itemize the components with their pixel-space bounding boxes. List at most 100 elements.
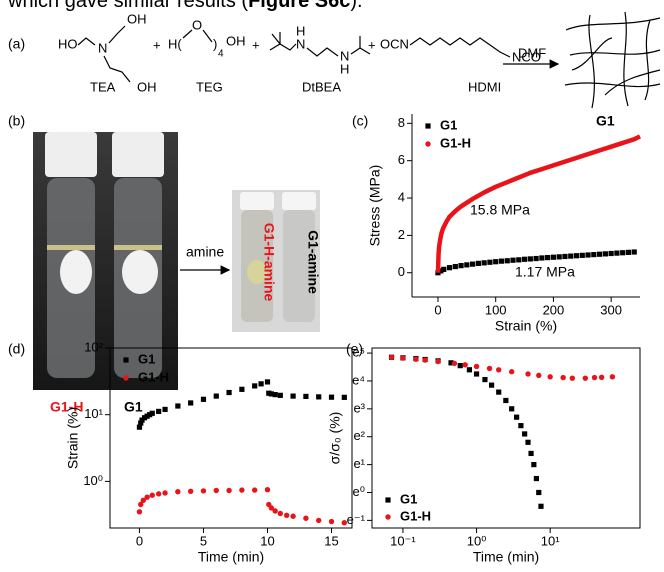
data-point (156, 491, 161, 496)
photo-left (33, 132, 178, 390)
data-point (273, 392, 278, 397)
data-point (462, 362, 467, 367)
product: G1 (596, 113, 615, 129)
data-point (188, 489, 193, 494)
data-point (518, 423, 523, 428)
data-point (156, 409, 161, 414)
data-point (592, 375, 597, 380)
data-point (284, 513, 289, 518)
bond (203, 30, 212, 42)
data-point (522, 257, 527, 262)
dtbea: N H N H DtBEA (270, 23, 370, 94)
y-tick-label: 10⁰ (83, 473, 103, 488)
data-point (458, 263, 463, 268)
data-point (413, 357, 418, 362)
data-point (470, 262, 475, 267)
data-point (290, 514, 295, 519)
bond (272, 34, 280, 44)
data-point (551, 255, 556, 260)
header-emph: Figure S6c (248, 0, 350, 12)
y-axis-title: Strain (%) (65, 407, 81, 469)
sample-label: G1-amine (305, 230, 321, 294)
data-point (278, 393, 283, 398)
data-point (467, 367, 472, 372)
sample-label: G1-H-amine (261, 223, 277, 302)
data-point (496, 390, 501, 395)
plus: + (368, 37, 376, 52)
y-axis-title: σ/σ₀ (%) (327, 412, 343, 465)
x-axis-title: Time (min) (473, 549, 539, 565)
x-axis-title: Time (min) (198, 549, 264, 565)
legend-label: G1-H (138, 369, 169, 384)
data-point (528, 451, 533, 456)
y-tick-label: 0 (398, 264, 405, 279)
data-point (447, 265, 452, 270)
data-point (489, 383, 494, 388)
data-point (620, 250, 625, 255)
y-tick-label: 10¹ (84, 406, 103, 421)
panel-label: (c) (352, 113, 368, 129)
legend-label: G1 (138, 351, 155, 366)
data-point (188, 400, 193, 405)
y-tick-label: e⁴ (352, 372, 365, 387)
data-point (441, 267, 446, 272)
atom: H( (168, 36, 182, 51)
data-point (487, 366, 492, 371)
data-point (476, 261, 481, 266)
data-point (531, 462, 536, 467)
data-point (453, 264, 458, 269)
data-point (214, 488, 219, 493)
data-point (496, 367, 501, 372)
data-point (505, 258, 510, 263)
solvent: DMF (518, 45, 546, 60)
header-plain: which gave similar results ( (7, 0, 248, 12)
data-point (536, 373, 541, 378)
data-point (265, 487, 270, 492)
data-point (474, 364, 479, 369)
y-tick-label: e³ (353, 400, 365, 415)
atom: OH (137, 79, 157, 94)
data-point (239, 387, 244, 392)
data-point (291, 394, 296, 399)
atom: N (98, 40, 107, 55)
atom: O (192, 17, 202, 32)
data-point (316, 518, 321, 523)
data-point (265, 379, 270, 384)
data-point (570, 375, 575, 380)
data-point (493, 259, 498, 264)
compound-name: TEA (90, 79, 116, 94)
data-point (585, 252, 590, 257)
data-point (557, 254, 562, 259)
atom: ) (213, 36, 217, 51)
data-point (614, 251, 619, 256)
data-point (539, 255, 544, 260)
data-point (342, 395, 347, 400)
data-point (574, 253, 579, 258)
legend-marker (123, 375, 128, 380)
data-point (474, 371, 479, 376)
y-tick-label: e⁰ (353, 484, 365, 499)
data-point (258, 381, 263, 386)
bond (78, 38, 95, 45)
data-point (503, 398, 508, 403)
data-point (528, 256, 533, 261)
plus: + (153, 37, 161, 52)
data-point (547, 374, 552, 379)
data-point (400, 355, 405, 360)
bond (109, 26, 125, 43)
data-point (510, 258, 515, 263)
data-point (597, 252, 602, 257)
legend-marker (385, 514, 390, 519)
data-point (509, 369, 514, 374)
data-point (278, 511, 283, 516)
data-point (162, 407, 167, 412)
data-point (562, 254, 567, 259)
data-point (487, 260, 492, 265)
data-point (162, 490, 167, 495)
bond (270, 44, 296, 50)
legend-label: G1-H (400, 508, 431, 523)
network (565, 12, 660, 108)
legend-marker (385, 497, 390, 502)
plus: + (252, 37, 260, 52)
data-point (329, 395, 334, 400)
